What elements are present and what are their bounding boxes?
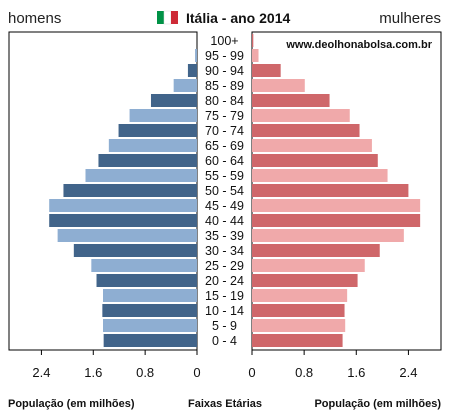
- female-bar-10: [252, 184, 409, 197]
- flag-stripe-red: [171, 11, 178, 24]
- age-label-20: 0 - 4: [212, 334, 237, 348]
- right-tick-label-2: 1.6: [347, 365, 365, 380]
- age-label-11: 45 - 49: [205, 199, 244, 213]
- right-tick-label-0: 0: [248, 365, 255, 380]
- female-bar-12: [252, 214, 421, 227]
- right-x-axis-title: População (em milhões): [314, 398, 441, 410]
- age-label-12: 40 - 44: [205, 214, 244, 228]
- right-tick-label-1: 0.8: [295, 365, 313, 380]
- age-label-6: 70 - 74: [205, 124, 244, 138]
- male-bar-8: [98, 154, 197, 167]
- age-label-4: 80 - 84: [205, 94, 244, 108]
- male-bar-5: [129, 109, 197, 122]
- female-bars: [252, 34, 421, 347]
- female-bar-4: [252, 94, 330, 107]
- male-bar-18: [102, 304, 197, 317]
- male-bar-4: [150, 94, 197, 107]
- left-x-axis-title: População (em milhões): [8, 398, 135, 410]
- left-tick-label-1: 0.8: [136, 365, 154, 380]
- male-bar-10: [63, 184, 198, 197]
- male-bar-17: [103, 289, 197, 302]
- male-bar-12: [49, 214, 198, 227]
- age-label-19: 5 - 9: [212, 319, 237, 333]
- female-bar-18: [252, 304, 345, 317]
- flag-stripe-white: [163, 10, 172, 25]
- female-bar-6: [252, 124, 360, 137]
- italy-flag-icon: [157, 10, 178, 25]
- male-bar-16: [96, 274, 197, 287]
- female-bar-14: [252, 244, 380, 257]
- age-label-5: 75 - 79: [205, 109, 244, 123]
- female-bar-9: [252, 169, 388, 182]
- male-bar-7: [108, 139, 197, 152]
- female-bar-17: [252, 289, 348, 302]
- male-bar-20: [103, 334, 197, 347]
- male-bar-9: [85, 169, 197, 182]
- male-bar-13: [57, 229, 197, 242]
- female-bar-16: [252, 274, 358, 287]
- left-tick-label-2: 1.6: [84, 365, 102, 380]
- age-label-18: 10 - 14: [205, 304, 244, 318]
- male-bar-19: [103, 319, 197, 332]
- center-axis-title: Faixas Etárias: [188, 398, 262, 410]
- female-bar-20: [252, 334, 343, 347]
- age-label-8: 60 - 64: [205, 154, 244, 168]
- female-bar-5: [252, 109, 350, 122]
- female-bar-0: [252, 34, 254, 47]
- age-label-14: 30 - 34: [205, 244, 244, 258]
- female-bar-13: [252, 229, 404, 242]
- female-bar-7: [252, 139, 372, 152]
- age-label-0: 100+: [210, 34, 238, 48]
- age-label-17: 15 - 19: [205, 289, 244, 303]
- female-bar-2: [252, 64, 281, 77]
- right-tick-label-3: 2.4: [399, 365, 417, 380]
- female-bar-3: [252, 79, 305, 92]
- female-bar-15: [252, 259, 365, 272]
- male-bar-15: [91, 259, 197, 272]
- right-axis-ticks: 0 0.8 1.6 2.4: [248, 350, 417, 380]
- male-bar-14: [73, 244, 197, 257]
- left-tick-label-3: 2.4: [32, 365, 50, 380]
- age-label-1: 95 - 99: [205, 49, 244, 63]
- male-bar-1: [195, 49, 197, 62]
- female-bar-11: [252, 199, 421, 212]
- source-watermark: www.deolhonabolsa.com.br: [285, 39, 432, 51]
- left-side-label: homens: [8, 10, 61, 27]
- age-label-3: 85 - 89: [205, 79, 244, 93]
- age-label-15: 25 - 29: [205, 259, 244, 273]
- male-bar-3: [173, 79, 197, 92]
- left-tick-label-0: 0: [193, 365, 200, 380]
- male-bar-11: [49, 199, 198, 212]
- male-bar-2: [187, 64, 197, 77]
- chart-title: Itália - ano 2014: [186, 10, 290, 26]
- age-label-10: 50 - 54: [205, 184, 244, 198]
- male-bars: [49, 49, 198, 347]
- female-bar-1: [252, 49, 259, 62]
- left-axis-ticks: 0 0.8 1.6 2.4: [32, 350, 201, 380]
- female-bar-8: [252, 154, 378, 167]
- age-label-16: 20 - 24: [205, 274, 244, 288]
- age-label-2: 90 - 94: [205, 64, 244, 78]
- female-bar-19: [252, 319, 346, 332]
- right-side-label: mulheres: [379, 10, 441, 27]
- age-label-13: 35 - 39: [205, 229, 244, 243]
- flag-stripe-green: [157, 11, 164, 24]
- age-label-9: 55 - 59: [205, 169, 244, 183]
- age-label-7: 65 - 69: [205, 139, 244, 153]
- male-bar-6: [118, 124, 197, 137]
